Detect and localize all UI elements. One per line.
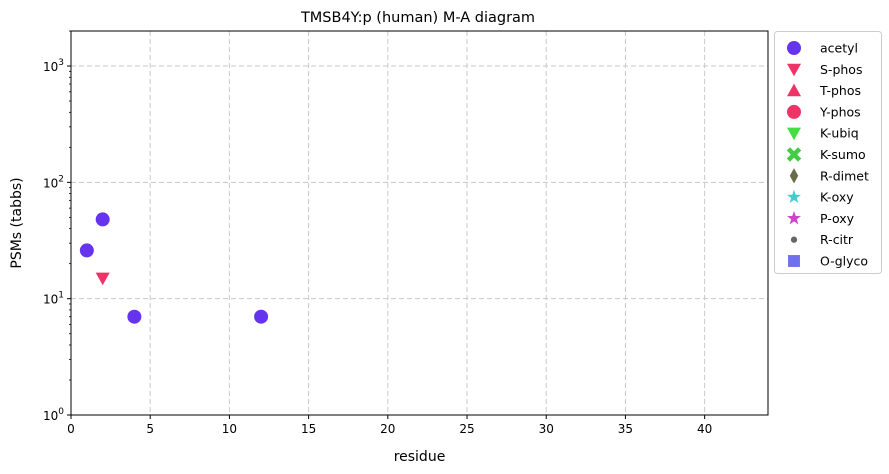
data-point-acetyl [79, 243, 94, 258]
chart-title: TMSB4Y:p (human) M-A diagram [300, 10, 535, 26]
y-tick-exponent: 2 [58, 174, 64, 184]
data-point-acetyl [254, 309, 269, 324]
legend-marker-o-glyco [788, 255, 800, 267]
y-tick-base: 10 [43, 176, 58, 190]
plot-area-frame [70, 30, 769, 416]
legend-marker-r-citr [790, 236, 798, 243]
legend-label: K-oxy [820, 190, 854, 205]
grid [71, 31, 768, 415]
legend-marker-acetyl [787, 41, 801, 55]
y-tick-label: 100 [43, 407, 64, 423]
x-tick-label: 25 [459, 422, 474, 436]
y-tick-exponent: 1 [58, 291, 64, 301]
x-axis-label: residue [394, 449, 446, 465]
legend-marker-r-dimet [789, 168, 799, 184]
x-axis: 0 5 10 15 20 25 30 35 40 [67, 415, 712, 436]
y-axis-label: PSMs (tabbs) [9, 177, 25, 268]
y-tick-label: 101 [43, 291, 64, 307]
legend-label: K-ubiq [820, 126, 859, 141]
x-tick-label: 30 [539, 422, 554, 436]
legend-label: R-dimet [820, 168, 869, 183]
legend-label: T-phos [819, 83, 861, 98]
legend-label: K-sumo [820, 147, 866, 162]
legend-label: S-phos [820, 62, 862, 77]
data-points [79, 212, 269, 324]
y-tick-exponent: 3 [58, 58, 64, 68]
data-point-s-phos [95, 272, 110, 286]
legend-marker-k-sumo [786, 147, 802, 162]
data-point-acetyl [127, 309, 142, 324]
legend-label: Y-phos [819, 104, 861, 119]
legend-label: P-oxy [820, 211, 855, 226]
legend-marker-t-phos [787, 83, 801, 97]
y-tick-base: 10 [43, 293, 58, 307]
y-tick-exponent: 0 [58, 407, 64, 417]
y-tick-label: 102 [43, 174, 64, 190]
x-tick-label: 20 [380, 422, 395, 436]
legend-marker-s-phos [787, 63, 801, 77]
y-tick-base: 10 [43, 409, 58, 423]
legend-marker-k-oxy [787, 189, 801, 204]
legend-frame [774, 31, 882, 274]
legend-label: acetyl [820, 41, 858, 56]
x-tick-label: 10 [222, 422, 237, 436]
x-tick-label: 5 [146, 422, 154, 436]
legend-marker-y-phos [787, 104, 801, 119]
x-tick-label: 0 [67, 422, 75, 436]
x-tick-label: 15 [301, 422, 316, 436]
legend-label: R-citr [820, 232, 854, 247]
y-tick-label: 103 [43, 58, 64, 74]
legend-marker-k-ubiq [787, 127, 801, 141]
y-tick-base: 10 [43, 60, 58, 74]
legend-marker-p-oxy [787, 211, 801, 225]
x-tick-label: 35 [618, 422, 633, 436]
x-tick-label: 40 [697, 422, 712, 436]
data-point-acetyl [95, 212, 110, 227]
legend-label: O-glyco [820, 254, 868, 269]
legend: acetyl S-phos T-phos Y-phos K-ubiq K-sumo R-di… [774, 31, 882, 274]
